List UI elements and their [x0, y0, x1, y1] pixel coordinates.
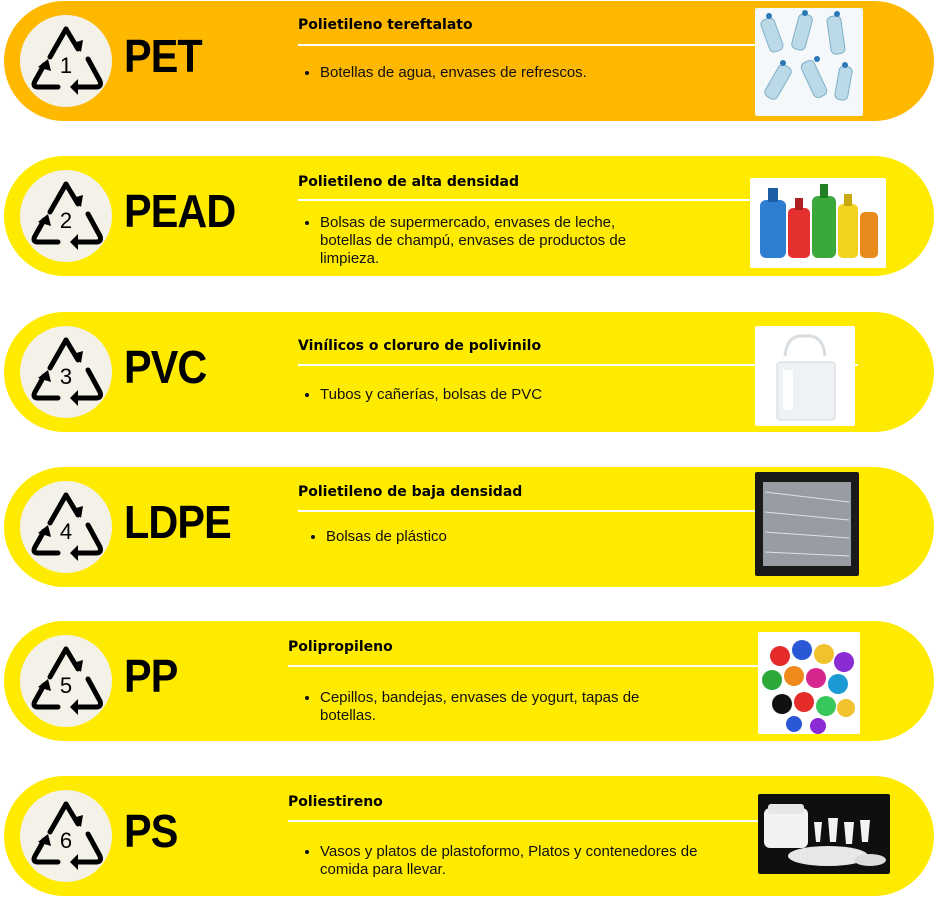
plastic-title: Polipropileno — [288, 639, 393, 655]
plastic-card-ps: 6 PS Poliestireno Vasos y platos de plas… — [4, 776, 934, 896]
plastic-card-pp: 5 PP Polipropileno Cepillos, bandejas, e… — [4, 621, 934, 741]
description-item: Bolsas de supermercado, envases de leche… — [320, 214, 660, 268]
pvc-bag-photo — [755, 326, 855, 426]
plastic-description: Bolsas de plástico — [306, 528, 606, 546]
water-bottles-photo — [755, 8, 863, 116]
plastic-code: PET — [124, 30, 203, 82]
plastic-title: Polietileno tereftalato — [298, 17, 473, 33]
plastic-title: Vinílicos o cloruro de polivinilo — [298, 338, 542, 354]
divider — [298, 510, 758, 512]
recycle-number: 5 — [60, 673, 72, 698]
recycle-icon: 6 — [26, 796, 106, 876]
plastic-card-ldpe: 4 LDPE Polietileno de baja densidad Bols… — [4, 467, 934, 587]
recycle-number: 3 — [60, 364, 72, 389]
bottle-caps-photo — [758, 632, 860, 734]
recycle-badge: 2 — [20, 170, 112, 262]
recycle-badge: 6 — [20, 790, 112, 882]
description-item: Tubos y cañerías, bolsas de PVC — [320, 386, 700, 404]
plastic-description: Vasos y platos de plastoformo, Platos y … — [300, 843, 700, 879]
divider — [288, 665, 848, 667]
plastic-code: LDPE — [124, 496, 232, 548]
plastic-card-pead: 2 PEAD Polietileno de alta densidad Bols… — [4, 156, 934, 276]
plastic-code: PP — [124, 650, 178, 702]
description-item: Botellas de agua, envases de refrescos. — [320, 64, 720, 82]
plastic-bags-photo — [755, 472, 859, 576]
recycle-badge: 4 — [20, 481, 112, 573]
recycle-badge: 1 — [20, 15, 112, 107]
description-item: Cepillos, bandejas, envases de yogurt, t… — [320, 689, 670, 725]
recycle-icon: 2 — [26, 176, 106, 256]
recycle-icon: 1 — [26, 21, 106, 101]
description-item: Vasos y platos de plastoformo, Platos y … — [320, 843, 700, 879]
plastic-code: PEAD — [124, 185, 236, 237]
recycle-number: 2 — [60, 208, 72, 233]
recycle-icon: 3 — [26, 332, 106, 412]
plastic-code: PS — [124, 805, 178, 857]
detergent-bottles-photo — [750, 178, 886, 268]
divider — [298, 199, 758, 201]
plastic-description: Tubos y cañerías, bolsas de PVC — [300, 386, 700, 404]
plastic-card-pet: 1 PET Polietileno tereftalato Botellas d… — [4, 1, 934, 121]
plastic-description: Cepillos, bandejas, envases de yogurt, t… — [300, 689, 670, 725]
recycle-icon: 4 — [26, 487, 106, 567]
plastic-code: PVC — [124, 341, 207, 393]
plastic-card-pvc: 3 PVC Vinílicos o cloruro de polivinilo … — [4, 312, 934, 432]
plastic-description: Botellas de agua, envases de refrescos. — [300, 64, 720, 82]
recycle-number: 4 — [60, 519, 72, 544]
recycle-number: 6 — [60, 828, 72, 853]
description-item: Bolsas de plástico — [326, 528, 606, 546]
recycle-number: 1 — [60, 53, 72, 78]
plastic-title: Polietileno de alta densidad — [298, 174, 519, 190]
plastic-title: Poliestireno — [288, 794, 383, 810]
recycle-icon: 5 — [26, 641, 106, 721]
plastic-title: Polietileno de baja densidad — [298, 484, 523, 500]
foam-containers-photo — [758, 794, 890, 874]
plastic-description: Bolsas de supermercado, envases de leche… — [300, 214, 660, 268]
recycle-badge: 5 — [20, 635, 112, 727]
divider — [298, 44, 768, 46]
divider — [298, 364, 858, 366]
divider — [288, 820, 758, 822]
recycle-badge: 3 — [20, 326, 112, 418]
